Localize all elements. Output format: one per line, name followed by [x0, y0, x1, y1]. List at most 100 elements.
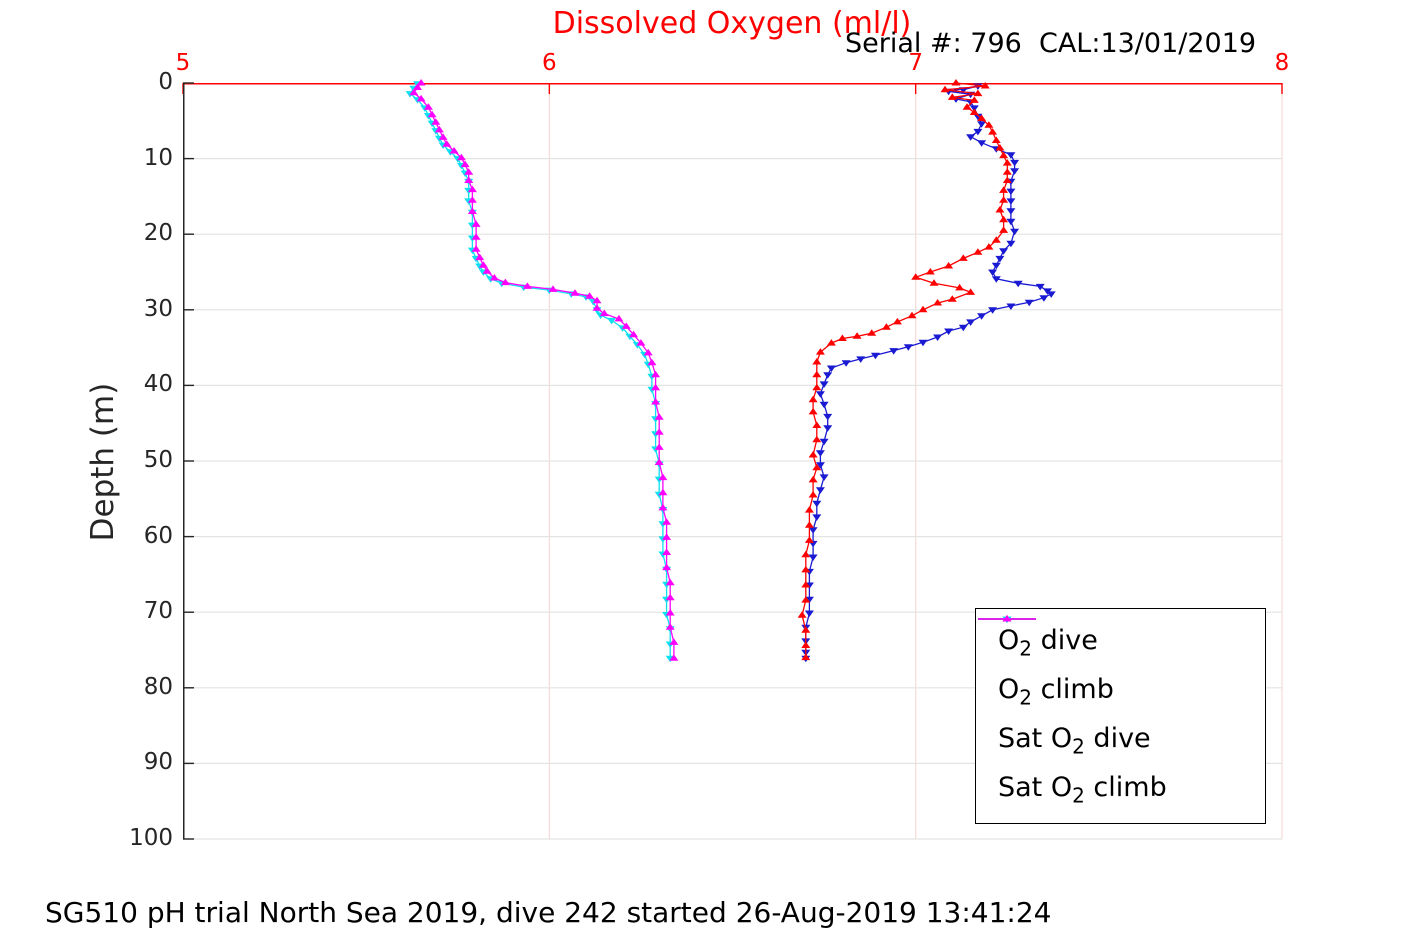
series-o2-climb-marker — [826, 339, 836, 346]
series-o2-dive-marker — [1046, 291, 1056, 298]
series-o2-climb-marker — [1002, 159, 1012, 166]
series-o2-climb-marker — [999, 151, 1009, 159]
chart-title: Dissolved Oxygen (ml/l) — [552, 6, 912, 41]
series-o2-climb-marker — [951, 79, 961, 86]
legend-label-o2-climb: O2 climb — [998, 673, 1114, 710]
y-tick-label: 50 — [143, 447, 173, 473]
y-tick-label: 0 — [158, 69, 173, 95]
legend-item-sat-o2-dive: Sat O2 dive — [978, 616, 1265, 765]
series-o2-climb-marker — [808, 491, 818, 498]
y-tick-label: 70 — [143, 598, 173, 625]
series-o2-dive-marker — [804, 610, 814, 617]
series-o2-dive-marker — [823, 425, 833, 432]
series-o2-dive-marker — [988, 307, 998, 314]
series-o2-dive-marker — [1006, 198, 1016, 205]
series-o2-climb-marker — [812, 383, 822, 391]
series-o2-climb-marker — [999, 226, 1009, 233]
series-sat-o2-climb-marker — [636, 339, 646, 346]
series-o2-climb-marker — [907, 311, 917, 319]
series-sat-o2-climb-marker — [654, 443, 664, 450]
series-o2-climb-marker — [804, 536, 814, 543]
series-o2-dive-marker — [1035, 283, 1045, 291]
series-o2-climb-marker — [999, 196, 1009, 203]
legend-label-sat-o2-climb: Sat O2 climb — [998, 771, 1167, 808]
series-o2-dive-marker — [808, 527, 818, 534]
series-sat-o2-climb-marker — [431, 118, 441, 125]
series-sat-o2-climb-marker — [438, 133, 448, 140]
series-o2-dive-marker — [889, 348, 899, 355]
series-o2-climb-marker — [801, 641, 811, 648]
series-sat-o2-climb-marker — [629, 330, 639, 338]
series-o2-climb-marker — [929, 279, 939, 286]
series-o2-climb-marker — [801, 653, 811, 661]
figure-caption: SG510 pH trial North Sea 2019, dive 242 … — [45, 896, 1052, 929]
series-o2-dive-marker — [988, 269, 998, 276]
serial-info: Serial #: 796 CAL:13/01/2019 — [845, 28, 1257, 59]
series-o2-climb-marker — [797, 611, 807, 618]
series-sat-o2-climb-marker — [478, 261, 488, 268]
series-o2-climb-marker — [808, 407, 818, 415]
series-o2-climb-marker — [925, 268, 935, 275]
series-sat-o2-climb-marker — [647, 358, 657, 366]
series-sat-o2-climb-marker — [475, 253, 485, 261]
series-o2-climb-marker — [812, 421, 822, 428]
series-o2-climb-marker — [973, 89, 983, 97]
series-sat-o2-climb-marker — [500, 278, 510, 286]
series-o2-dive-marker — [1039, 295, 1049, 302]
series-sat-o2-climb-marker — [423, 103, 433, 110]
series-o2-dive-marker — [991, 262, 1001, 270]
series-o2-climb-marker — [812, 435, 822, 443]
series-sat-o2-climb-marker — [651, 383, 661, 391]
series-o2-climb-marker — [984, 243, 994, 250]
series-sat-o2-climb-marker — [460, 160, 470, 168]
x-tick-label: 8 — [1274, 50, 1290, 76]
series-o2-climb-marker — [973, 248, 983, 255]
series-o2-dive-marker — [815, 391, 825, 398]
series-o2-dive-marker — [977, 313, 987, 320]
series-sat-o2-climb-marker — [592, 296, 602, 304]
x-tick-label: 5 — [175, 50, 191, 76]
series-o2-dive-marker — [999, 248, 1009, 255]
series-o2-climb-marker — [801, 550, 811, 558]
series-o2-dive-marker — [812, 514, 822, 521]
series-o2-dive-marker — [1024, 299, 1034, 307]
series-o2-climb-marker — [892, 317, 902, 325]
series-o2-dive-marker — [958, 324, 968, 332]
series-sat-o2-climb-marker — [585, 292, 595, 299]
series-o2-dive-marker — [808, 554, 818, 561]
series-o2-climb-marker — [808, 395, 818, 403]
series-sat-o2-climb-marker — [570, 289, 580, 296]
y-tick-label: 80 — [143, 673, 173, 700]
series-o2-dive-marker — [966, 134, 976, 141]
series-o2-climb-marker — [980, 82, 990, 89]
x-tick-label: 7 — [908, 50, 923, 76]
series-o2-dive-marker — [819, 401, 829, 409]
series-o2-climb-marker — [812, 463, 822, 471]
series-o2-climb-marker — [911, 273, 921, 280]
series-o2-climb-marker — [995, 144, 1005, 151]
series-o2-dive-marker — [1010, 159, 1020, 167]
series-sat-o2-climb-marker — [662, 548, 672, 555]
series-sat-o2-climb-marker — [467, 185, 477, 193]
series-o2-dive-marker — [991, 276, 1001, 283]
series-o2-climb-marker — [808, 475, 818, 483]
series-o2-dive-marker — [823, 372, 833, 379]
series-sat-o2-climb-marker — [522, 282, 532, 289]
y-tick-label: 40 — [143, 371, 173, 398]
series-sat-o2-climb-marker — [434, 125, 444, 133]
series-o2-climb-marker — [947, 295, 957, 302]
series-o2-climb-marker — [918, 305, 928, 313]
series-o2-climb-marker — [801, 626, 811, 633]
series-sat-o2-climb-marker — [621, 322, 631, 329]
series-o2-climb-marker — [969, 108, 979, 115]
series-o2-climb-marker — [977, 114, 987, 121]
y-tick-label: 60 — [143, 522, 173, 549]
series-o2-dive-marker — [812, 500, 822, 508]
series-sat-o2-climb-marker — [471, 220, 481, 227]
series-o2-climb-marker — [984, 121, 994, 128]
series-sat-o2-climb-marker — [658, 488, 668, 496]
series-o2-climb-marker — [867, 329, 877, 336]
legend: O2 dive O2 climb Sat O2 dive Sat O2 climb — [975, 608, 1266, 824]
series-o2-climb-marker — [808, 451, 818, 458]
series-sat-o2-climb-marker — [548, 285, 558, 292]
